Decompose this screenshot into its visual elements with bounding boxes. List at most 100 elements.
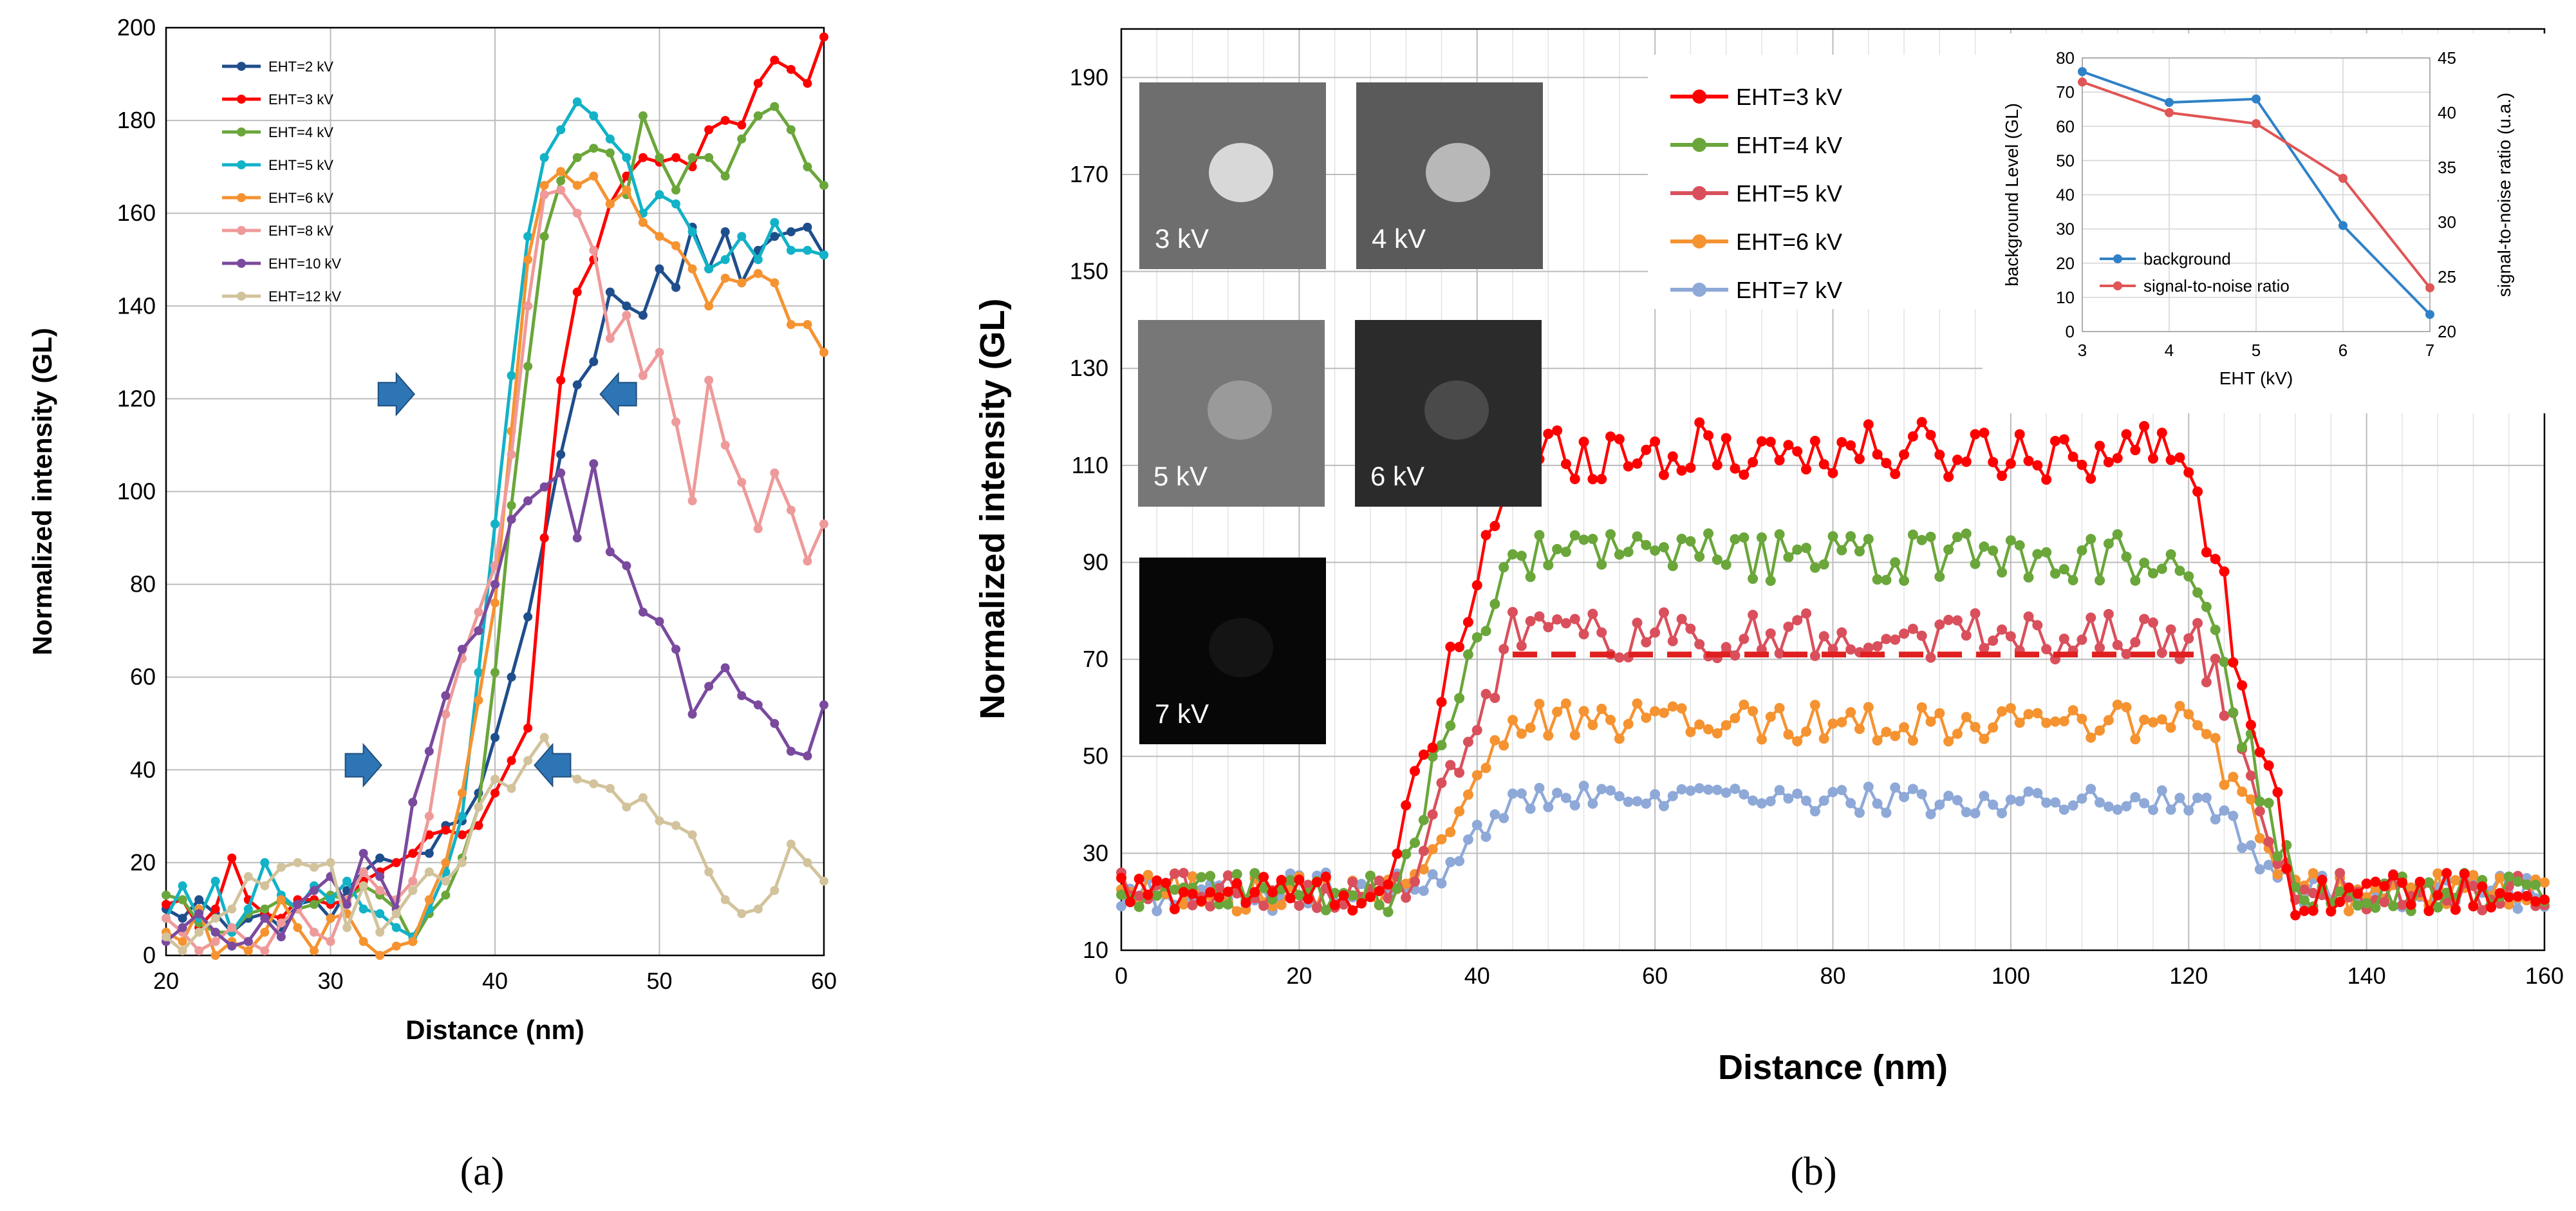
data-point <box>2512 876 2523 887</box>
data-point <box>1231 868 1242 879</box>
data-point <box>638 310 648 320</box>
data-point <box>1498 644 1509 655</box>
data-point <box>490 519 499 529</box>
data-point <box>1979 643 1990 653</box>
data-point <box>2503 892 2514 903</box>
data-point <box>572 209 582 218</box>
data-point <box>1925 716 1936 727</box>
data-point <box>1516 550 1527 561</box>
data-point <box>1258 900 1269 911</box>
data-point <box>2468 901 2479 912</box>
data-point <box>2058 564 2069 575</box>
data-point <box>1721 787 1731 798</box>
data-point <box>2477 881 2488 892</box>
data-point <box>1667 701 1678 712</box>
data-point <box>2147 805 2158 816</box>
data-point <box>210 914 220 923</box>
x-tick-label: 20 <box>153 968 179 994</box>
data-point <box>1907 735 1918 746</box>
data-point <box>1694 551 1705 562</box>
data-point <box>638 218 648 227</box>
data-point <box>1596 704 1607 715</box>
data-point <box>178 881 187 890</box>
data-point <box>1249 868 1260 879</box>
data-point <box>1445 720 1456 731</box>
data-point <box>1471 632 1482 643</box>
data-point <box>309 927 319 937</box>
data-point <box>1312 877 1323 888</box>
inset-data-point <box>2252 94 2261 104</box>
data-point <box>2192 486 2203 497</box>
inset-x-tick: 6 <box>2338 341 2347 360</box>
data-point <box>441 825 451 835</box>
data-point <box>737 691 747 700</box>
data-point <box>1214 883 1225 894</box>
data-point <box>1507 715 1518 726</box>
data-point <box>2530 879 2541 890</box>
data-point <box>1694 639 1705 650</box>
inset-data-point <box>2165 108 2174 117</box>
data-point <box>2103 715 2114 726</box>
data-point <box>1827 467 1838 478</box>
data-point <box>803 556 812 566</box>
data-point <box>457 830 467 840</box>
data-point <box>638 153 648 162</box>
data-point <box>2103 456 2114 467</box>
legend-marker <box>1692 89 1706 104</box>
data-point <box>737 232 747 241</box>
inset-y2-tick: 30 <box>2438 212 2456 232</box>
data-point <box>737 120 747 130</box>
data-point <box>1818 459 1829 470</box>
data-point <box>2459 868 2470 879</box>
legend-marker <box>1692 138 1706 152</box>
data-point <box>1881 807 1892 818</box>
data-point <box>1169 884 1180 895</box>
data-point <box>687 496 697 505</box>
data-point <box>2156 648 2167 659</box>
data-point <box>2139 558 2150 568</box>
data-point <box>359 881 368 890</box>
data-point <box>2077 545 2087 556</box>
data-point <box>1872 574 1883 585</box>
data-point <box>1934 708 1945 718</box>
data-point <box>2281 863 2292 874</box>
data-point <box>1454 693 1465 704</box>
data-point <box>1783 729 1794 740</box>
data-point <box>1756 532 1767 543</box>
data-point <box>1285 892 1296 903</box>
data-point <box>1774 648 1785 659</box>
data-point <box>2245 840 2256 851</box>
data-point <box>1890 782 1901 793</box>
data-point <box>2156 427 2167 438</box>
data-point <box>1890 557 1901 568</box>
data-point <box>1178 887 1189 897</box>
y-tick-label: 200 <box>117 14 156 41</box>
data-point <box>770 468 779 478</box>
data-point <box>803 79 812 88</box>
data-point <box>1276 874 1287 885</box>
data-point <box>720 171 730 181</box>
data-point <box>260 946 270 955</box>
data-point <box>194 909 204 919</box>
x-tick-label: 60 <box>1642 962 1668 989</box>
data-point <box>539 190 549 200</box>
data-point <box>1899 575 1910 586</box>
data-point <box>2023 611 2034 622</box>
data-point <box>803 751 812 761</box>
data-point <box>474 626 483 635</box>
data-point <box>1410 837 1421 848</box>
data-point <box>2263 836 2274 847</box>
data-point <box>1748 573 1759 584</box>
x-tick-label: 100 <box>1992 962 2030 989</box>
data-point <box>1116 901 1126 912</box>
data-point <box>507 672 516 682</box>
data-point <box>1703 528 1714 539</box>
data-point <box>1899 722 1910 733</box>
data-point <box>474 802 483 812</box>
data-point <box>1480 831 1491 842</box>
arrow-right-icon <box>344 742 382 788</box>
data-point <box>2041 644 2052 655</box>
data-point <box>2112 453 2123 464</box>
data-point <box>1712 728 1722 739</box>
data-point <box>1498 740 1509 751</box>
